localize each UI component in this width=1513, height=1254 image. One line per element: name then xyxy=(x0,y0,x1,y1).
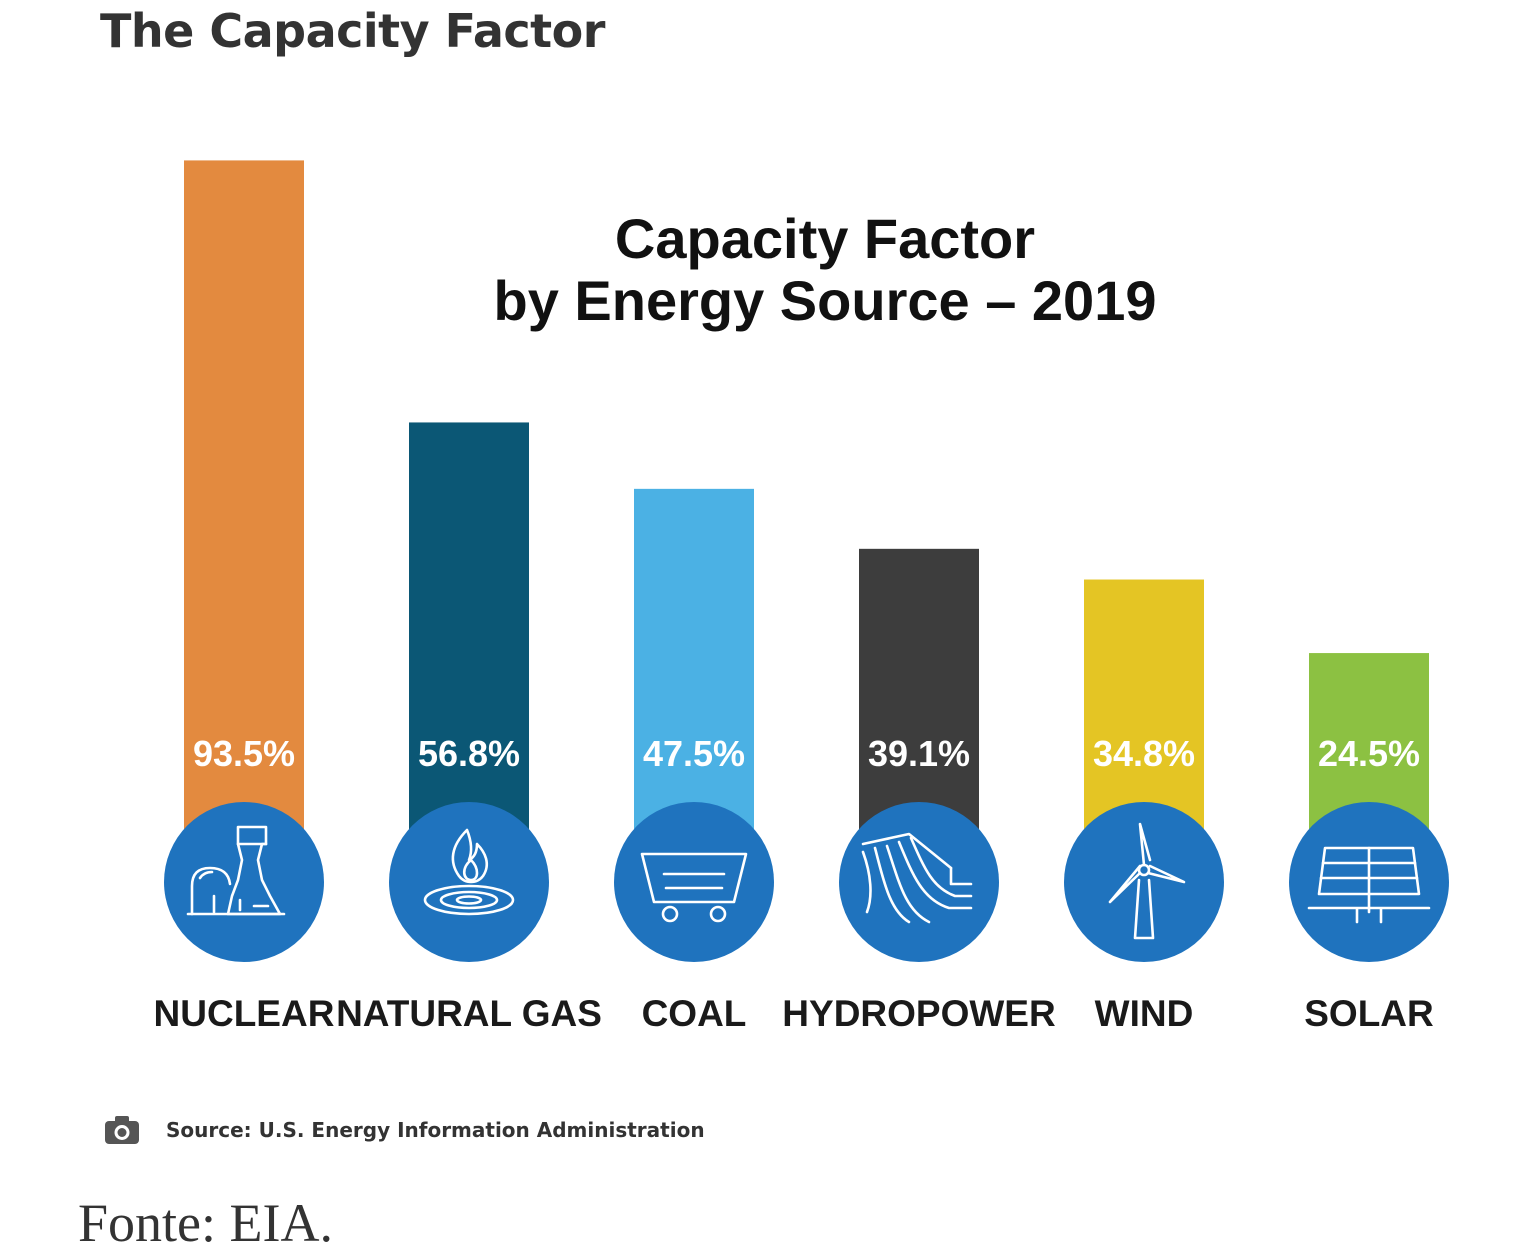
category-label-solar: SOLAR xyxy=(1304,993,1434,1034)
nuclear-plant-icon xyxy=(164,802,324,962)
chart-title: Capacity Factor xyxy=(615,207,1035,270)
coal-cart-icon xyxy=(614,802,774,962)
icon-circle-wind xyxy=(1064,802,1224,962)
labels-layer: 93.5% NUCLEAR 56.8% NATURAL GAS 47.5% COAL 39.… xyxy=(154,733,1434,1034)
value-label-hydropower: 39.1% xyxy=(868,733,970,774)
bars-layer xyxy=(184,160,1429,848)
source-row: Source: U.S. Energy Information Administ… xyxy=(104,1115,705,1145)
solar-panel-icon xyxy=(1289,802,1449,962)
icon-circle-nuclear xyxy=(164,802,324,962)
caption: Fonte: EIA. xyxy=(78,1193,333,1253)
source-text: Source: U.S. Energy Information Administ… xyxy=(166,1118,705,1142)
value-label-wind: 34.8% xyxy=(1093,733,1195,774)
gas-flame-icon xyxy=(389,802,549,962)
icons-layer xyxy=(164,802,1449,962)
bar-hydropower xyxy=(859,548,979,848)
value-label-nuclear: 93.5% xyxy=(193,733,295,774)
chart-subtitle: by Energy Source – 2019 xyxy=(493,269,1156,332)
category-label-wind: WIND xyxy=(1095,993,1194,1034)
category-label-coal: COAL xyxy=(642,993,747,1034)
value-label-solar: 24.5% xyxy=(1318,733,1420,774)
wind-turbine-icon xyxy=(1064,802,1224,962)
icon-circle-coal xyxy=(614,802,774,962)
category-label-nuclear: NUCLEAR xyxy=(154,993,335,1034)
category-label-hydropower: HYDROPOWER xyxy=(782,993,1055,1034)
bar-natural-gas xyxy=(409,422,529,848)
value-label-coal: 47.5% xyxy=(643,733,745,774)
bar-nuclear xyxy=(184,160,304,848)
category-label-natural-gas: NATURAL GAS xyxy=(336,993,602,1034)
page-title: The Capacity Factor xyxy=(100,4,605,58)
dam-icon xyxy=(839,802,999,962)
value-label-natural-gas: 56.8% xyxy=(418,733,520,774)
bar-coal xyxy=(634,488,754,848)
camera-icon xyxy=(105,1116,139,1144)
